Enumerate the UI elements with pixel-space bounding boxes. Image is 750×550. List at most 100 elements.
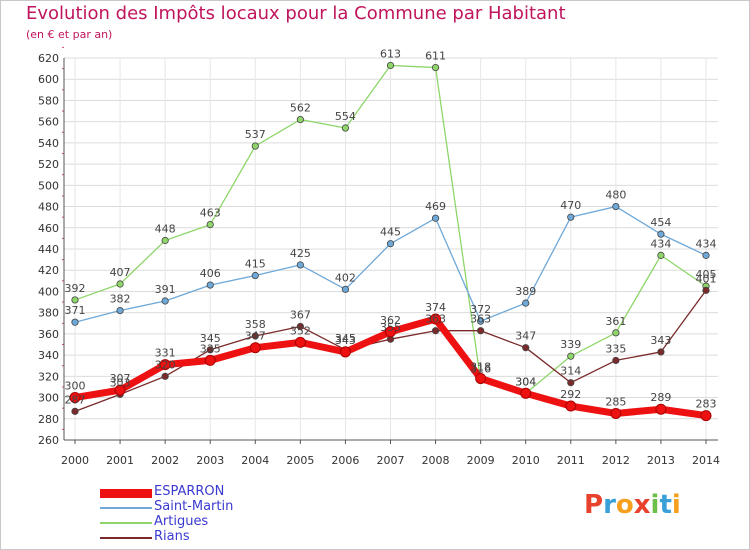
data-label-saint-martin: 445 xyxy=(380,226,401,239)
legend-label-rians: Rians xyxy=(154,529,190,544)
y-tick-label: 280 xyxy=(38,413,59,426)
data-label-esparron: 300 xyxy=(65,380,86,393)
x-tick-label: 2011 xyxy=(557,454,585,467)
axes: 260 280 300 320 340 360 380 400 420 440 460 480 500 5… xyxy=(38,46,720,467)
data-label-artigues: 361 xyxy=(605,315,626,328)
x-tick-label: 2002 xyxy=(151,454,179,467)
x-tick-label: 2004 xyxy=(241,454,269,467)
data-label-artigues: 537 xyxy=(245,128,266,141)
y-tick-label: 480 xyxy=(38,201,59,214)
data-label-artigues: 611 xyxy=(425,50,446,63)
data-point-esparron xyxy=(294,336,306,348)
data-point-esparron xyxy=(655,403,667,415)
data-label-saint-martin: 382 xyxy=(110,293,131,306)
data-point-artigues xyxy=(161,236,169,245)
x-tick-label: 2013 xyxy=(647,454,675,467)
data-label-saint-martin: 391 xyxy=(155,283,176,296)
data-label-artigues: 463 xyxy=(200,207,221,220)
data-point-artigues xyxy=(116,280,124,288)
y-tick-label: 260 xyxy=(38,434,59,447)
x-tick-label: 2001 xyxy=(106,454,134,467)
data-point-esparron xyxy=(565,400,577,412)
data-label-artigues: 613 xyxy=(380,47,401,60)
data-label-artigues: 407 xyxy=(110,266,131,279)
logo-letter: t xyxy=(659,490,672,520)
data-point-artigues xyxy=(341,124,350,132)
logo-letter: i xyxy=(671,490,681,520)
data-label-esparron: 318 xyxy=(470,360,491,373)
data-label-esparron: 335 xyxy=(200,342,221,355)
data-label-rians: 287 xyxy=(65,393,86,406)
data-point-saint-martin xyxy=(251,271,259,280)
y-tick-label: 460 xyxy=(38,222,59,235)
x-tick-label: 2009 xyxy=(467,454,495,467)
y-tick-label: 340 xyxy=(38,349,59,362)
data-label-esparron: 343 xyxy=(335,334,356,347)
data-point-rians xyxy=(296,322,304,331)
x-tick-label: 2007 xyxy=(377,454,405,467)
data-point-saint-martin xyxy=(116,306,124,315)
data-label-saint-martin: 415 xyxy=(245,258,266,271)
y-tick-label: 380 xyxy=(38,307,59,320)
data-point-rians xyxy=(477,327,485,335)
data-point-esparron xyxy=(610,407,622,419)
legend-swatch-artigues xyxy=(100,522,152,524)
legend-item-rians: Rians xyxy=(100,529,400,545)
data-label-esparron: 292 xyxy=(560,388,581,401)
y-tick-label: 600 xyxy=(38,73,59,86)
data-label-rians: 314 xyxy=(560,365,581,378)
data-point-rians xyxy=(71,407,79,415)
data-label-esparron: 283 xyxy=(696,398,717,411)
grid xyxy=(64,57,718,441)
data-point-artigues xyxy=(251,142,259,150)
proxiti-logo: Proxiti xyxy=(584,490,681,520)
logo-letter: r xyxy=(603,490,616,520)
data-label-artigues: 448 xyxy=(155,223,176,236)
data-label-rians: 401 xyxy=(696,272,717,285)
data-point-esparron xyxy=(475,372,487,384)
data-point-esparron xyxy=(700,410,712,422)
data-point-esparron xyxy=(204,354,216,366)
x-tick-label: 2012 xyxy=(602,454,630,467)
data-label-rians: 358 xyxy=(245,318,266,331)
data-point-saint-martin xyxy=(567,213,575,221)
data-point-saint-martin xyxy=(386,240,395,248)
legend-swatch-esparron xyxy=(100,489,152,498)
data-point-rians xyxy=(567,379,575,387)
data-point-esparron xyxy=(385,326,396,338)
data-point-esparron xyxy=(159,359,171,371)
data-point-artigues xyxy=(431,63,440,72)
y-tick-label: 420 xyxy=(38,264,59,277)
data-label-rians: 335 xyxy=(605,342,626,355)
data-point-saint-martin xyxy=(71,318,79,326)
data-point-rians xyxy=(522,344,530,352)
data-label-esparron: 285 xyxy=(605,395,626,408)
data-point-artigues xyxy=(296,115,304,124)
data-label-rians: 303 xyxy=(110,376,131,389)
data-label-esparron: 304 xyxy=(515,375,536,388)
data-label-artigues: 562 xyxy=(290,102,311,115)
data-point-saint-martin xyxy=(702,251,710,259)
data-point-artigues xyxy=(612,329,620,337)
data-label-rians: 363 xyxy=(470,313,491,326)
data-label-saint-martin: 372 xyxy=(470,303,491,316)
series xyxy=(69,61,712,422)
logo-letter: P xyxy=(584,490,604,520)
x-tick-label: 2003 xyxy=(196,454,224,467)
logo-letter: o xyxy=(615,490,634,520)
legend-item-esparron: ESPARRON xyxy=(100,484,400,500)
data-label-artigues: 316 xyxy=(470,363,491,376)
data-label-saint-martin: 389 xyxy=(515,285,536,298)
legend-swatch-saint-martin xyxy=(100,507,152,509)
data-point-saint-martin xyxy=(296,261,304,269)
data-label-saint-martin: 425 xyxy=(290,247,311,260)
y-tick-label: 400 xyxy=(38,285,59,298)
data-label-esparron: 352 xyxy=(290,324,311,337)
data-label-artigues: 554 xyxy=(335,110,356,123)
data-label-rians: 363 xyxy=(425,313,446,326)
data-label-artigues: 405 xyxy=(696,268,717,281)
x-tick-label: 2014 xyxy=(692,454,720,467)
y-tick-label: 580 xyxy=(38,94,59,107)
data-label-saint-martin: 469 xyxy=(425,200,446,213)
